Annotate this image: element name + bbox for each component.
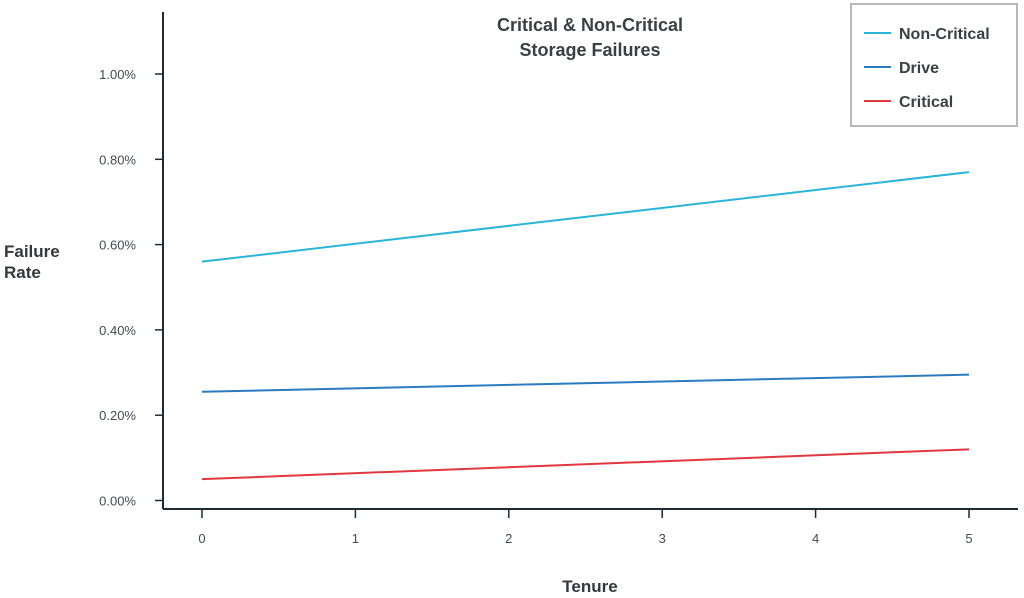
legend: Non-Critical Drive Critical bbox=[850, 3, 1018, 127]
series-line-drive bbox=[201, 373, 970, 393]
series-line-critical bbox=[201, 448, 970, 481]
x-tick-label: 1 bbox=[352, 531, 359, 546]
x-tick-label: 3 bbox=[659, 531, 666, 546]
x-tick-label: 0 bbox=[198, 531, 205, 546]
chart-title-line-2: Storage Failures bbox=[519, 40, 660, 60]
y-tick-label: 0.60% bbox=[99, 238, 136, 253]
x-tick-label: 2 bbox=[505, 531, 512, 546]
y-tick-label: 0.20% bbox=[99, 408, 136, 423]
x-tick-labels: 0 1 2 3 4 5 bbox=[198, 509, 973, 546]
legend-label-non-critical: Non-Critical bbox=[899, 26, 990, 43]
series-line-non-critical bbox=[201, 171, 970, 263]
x-axis-title: Tenure bbox=[562, 577, 617, 596]
y-axis-title-line-1: Failure bbox=[4, 242, 60, 261]
y-tick-label: 1.00% bbox=[99, 67, 136, 82]
chart-title-line-1: Critical & Non-Critical bbox=[497, 15, 683, 35]
legend-box bbox=[850, 3, 1018, 127]
y-tick-label: 0.80% bbox=[99, 152, 136, 167]
legend-items: Non-Critical Drive Critical bbox=[864, 26, 990, 111]
y-tick-label: 0.00% bbox=[99, 494, 136, 509]
series-lines bbox=[201, 171, 970, 481]
y-tick-label: 0.40% bbox=[99, 323, 136, 338]
x-tick-label: 4 bbox=[812, 531, 819, 546]
y-tick-labels: 0.00% 0.20% 0.40% 0.60% 0.80% 1.00% bbox=[99, 67, 163, 509]
axes bbox=[162, 12, 1018, 510]
legend-label-drive: Drive bbox=[899, 60, 939, 77]
y-axis-title-line-2: Rate bbox=[4, 263, 41, 282]
x-tick-label: 5 bbox=[965, 531, 972, 546]
legend-label-critical: Critical bbox=[899, 94, 953, 111]
